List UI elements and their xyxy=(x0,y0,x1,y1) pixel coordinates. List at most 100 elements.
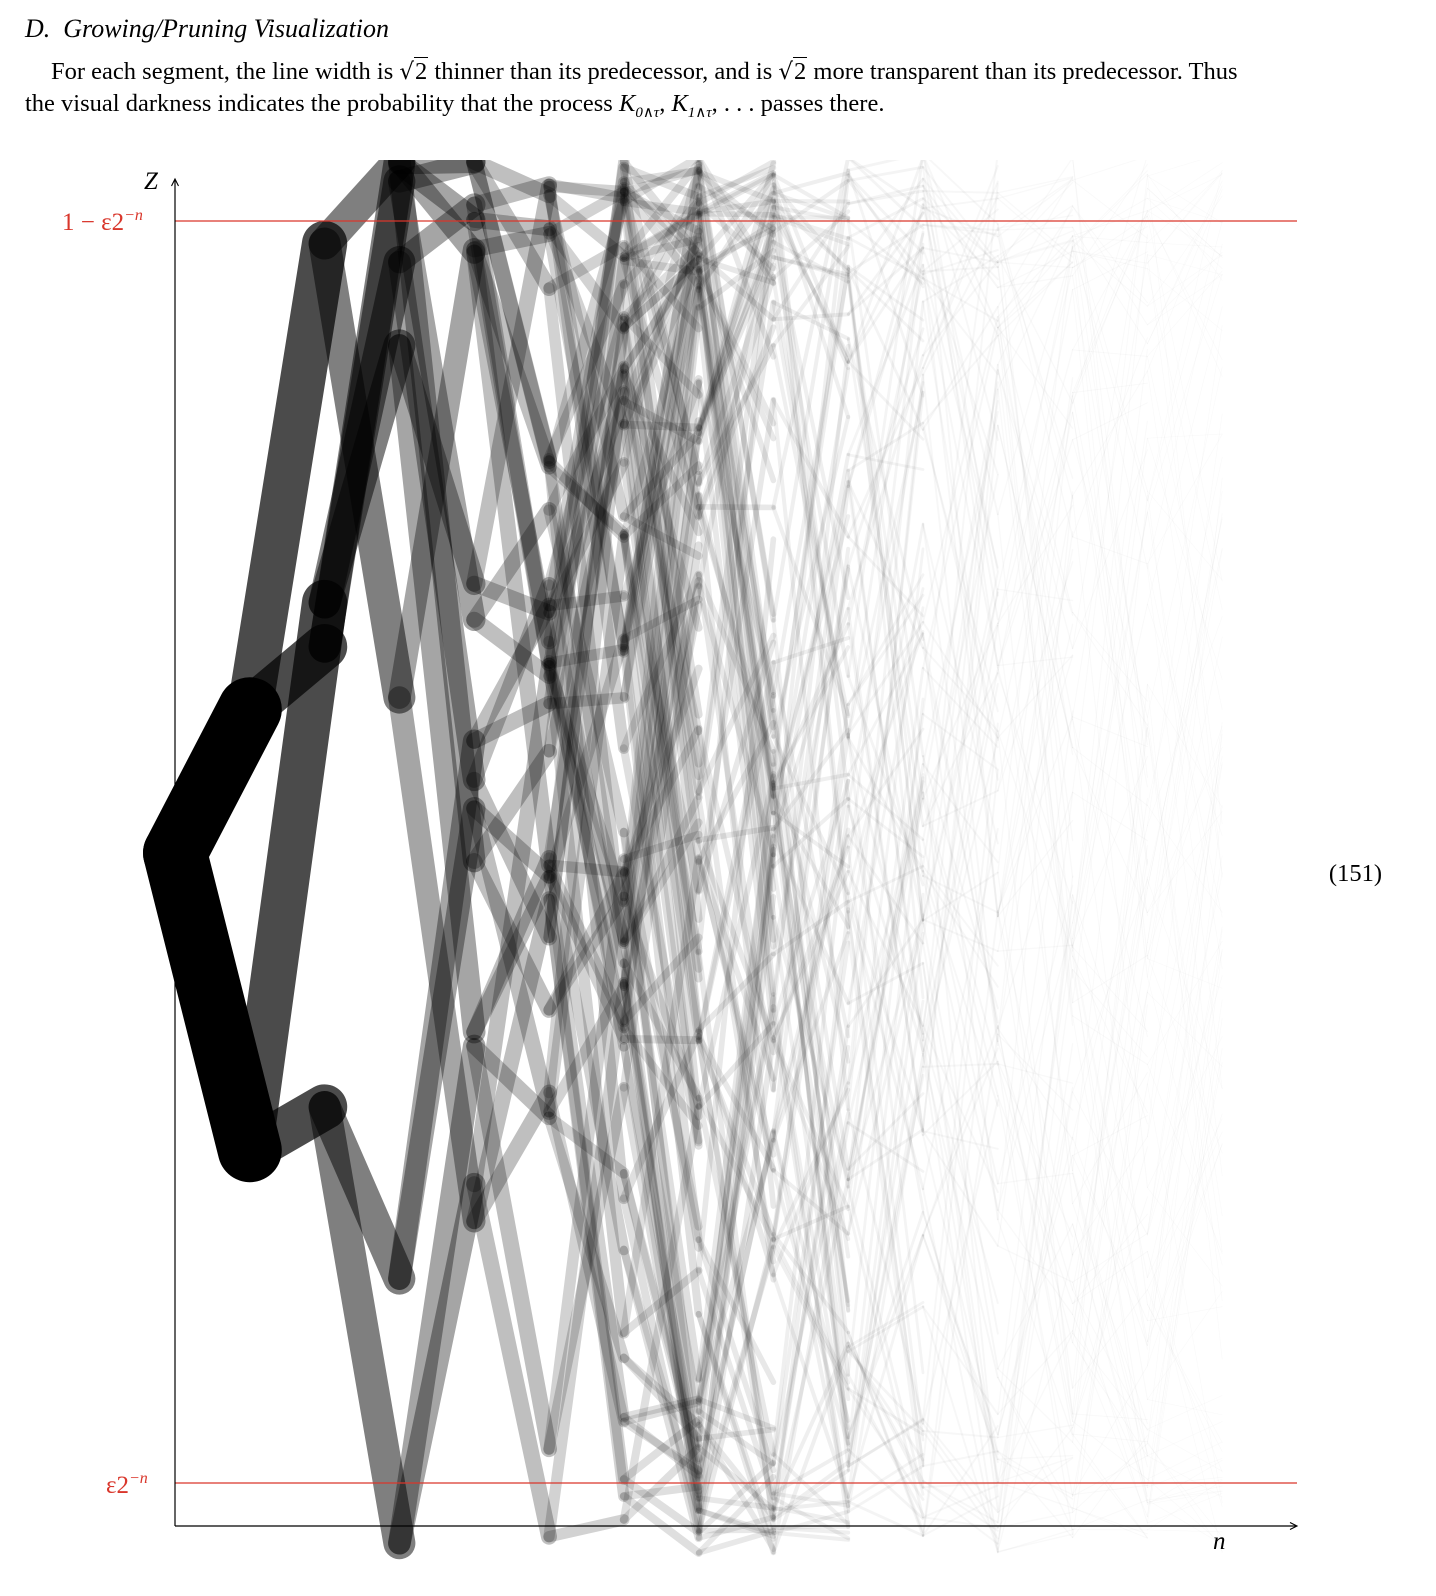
tree-segment xyxy=(543,853,630,1455)
tree-segment xyxy=(1147,874,1222,1235)
tree-segment xyxy=(846,354,925,611)
tree-segment xyxy=(695,1244,777,1513)
tree-segment xyxy=(619,645,703,1318)
tree-segment xyxy=(695,536,777,1274)
tree-segment xyxy=(846,203,925,489)
tree-segment xyxy=(695,1396,777,1431)
tree-segment xyxy=(1147,568,1222,1175)
tree-segment xyxy=(771,1525,851,1535)
tree-segment xyxy=(846,834,925,945)
tree-segment xyxy=(619,163,703,768)
tree-segment xyxy=(771,708,851,1172)
tree-segment xyxy=(771,778,851,1026)
tree-segment xyxy=(695,1444,777,1513)
tree-segment xyxy=(771,343,851,1013)
tree-segment xyxy=(771,727,851,832)
tree-segment xyxy=(846,160,900,172)
tree-segment xyxy=(771,1044,851,1500)
tree-segment xyxy=(619,1482,703,1501)
tree-segment xyxy=(846,337,925,828)
tree-segment xyxy=(771,940,851,1466)
tree-segment xyxy=(846,264,925,925)
tree-segment xyxy=(771,212,851,358)
tree-segment xyxy=(771,782,851,1446)
tree-segment xyxy=(543,1082,630,1455)
tree-segment xyxy=(619,1028,703,1203)
tree-segment xyxy=(543,279,630,465)
tree-segment xyxy=(846,622,925,1133)
tree-segment xyxy=(543,859,630,1028)
tree-segment xyxy=(846,230,925,739)
tree-segment xyxy=(619,1353,703,1429)
tree-segment xyxy=(619,187,703,476)
tree-segment xyxy=(1073,383,1148,392)
tree-segment xyxy=(695,172,777,294)
tree-segment xyxy=(695,268,777,442)
tree-segment xyxy=(543,590,630,612)
tree-segment xyxy=(771,173,851,858)
tree-segment xyxy=(771,239,851,679)
tree-segment xyxy=(695,275,777,695)
tree-segment xyxy=(1073,198,1148,241)
tree-segment xyxy=(1147,173,1222,263)
tree-segment xyxy=(466,244,557,874)
tree-segment xyxy=(771,1168,851,1236)
tree-segment xyxy=(846,267,925,431)
tree-segment xyxy=(771,173,851,914)
tree-segment xyxy=(846,791,925,1125)
tree-segment xyxy=(543,385,630,864)
tree-segment xyxy=(846,892,925,1472)
tree-segment xyxy=(695,1094,777,1458)
tree-segment xyxy=(619,979,703,1495)
tree-segment xyxy=(619,1034,703,1045)
tree-segment xyxy=(619,370,703,973)
growing-pruning-figure: Z n 1 − ε2−n ε2−n xyxy=(62,160,1299,1560)
tree-segment xyxy=(695,1310,777,1542)
tree-segment xyxy=(619,170,703,333)
equation-number: (151) xyxy=(1328,860,1382,887)
tree-segment xyxy=(466,743,557,870)
tree-segment xyxy=(543,189,630,522)
tree-segment xyxy=(846,480,925,650)
tree-segment xyxy=(771,1452,851,1527)
tree-segment xyxy=(771,1128,851,1510)
tree-segment xyxy=(695,1236,777,1474)
tree-segment xyxy=(771,312,851,322)
tree-segment xyxy=(771,1509,851,1535)
tree-segment xyxy=(846,773,925,1452)
tree-segment xyxy=(543,981,630,1118)
tree-segment xyxy=(771,468,851,997)
tree-segment xyxy=(619,386,703,736)
tree-segment xyxy=(846,620,925,736)
tree-segment xyxy=(619,199,703,333)
tree-segment xyxy=(543,660,630,1339)
tree-segment xyxy=(543,654,630,945)
tree-segment xyxy=(771,899,851,957)
tree-segment xyxy=(771,1024,851,1512)
tree-segment xyxy=(771,397,851,1112)
tree-segment xyxy=(846,280,925,800)
tree-segment xyxy=(771,834,851,1143)
tree-segment xyxy=(771,762,851,1469)
tree-segment xyxy=(619,397,703,446)
tree-segment xyxy=(388,160,486,193)
tree-segment xyxy=(466,502,557,628)
upper-bound-label: 1 − ε2−n xyxy=(62,207,143,236)
tree-segment xyxy=(846,1350,925,1433)
tree-segment xyxy=(771,239,851,284)
tree-segment xyxy=(695,503,777,768)
tree-segment xyxy=(771,567,851,957)
tree-segment xyxy=(695,396,777,894)
tree-segment xyxy=(846,381,925,808)
tree-segment xyxy=(466,1037,557,1458)
tree-segment xyxy=(695,1426,777,1442)
tree-segment xyxy=(695,571,777,754)
tree-segment xyxy=(846,453,925,471)
tree-segment xyxy=(846,223,925,274)
tree-segment xyxy=(846,165,925,183)
tree-segment xyxy=(619,1398,703,1426)
tree-segment xyxy=(846,1305,925,1353)
tree-segment xyxy=(695,170,777,263)
tree-segment xyxy=(543,178,630,754)
tree-segment xyxy=(695,282,777,788)
